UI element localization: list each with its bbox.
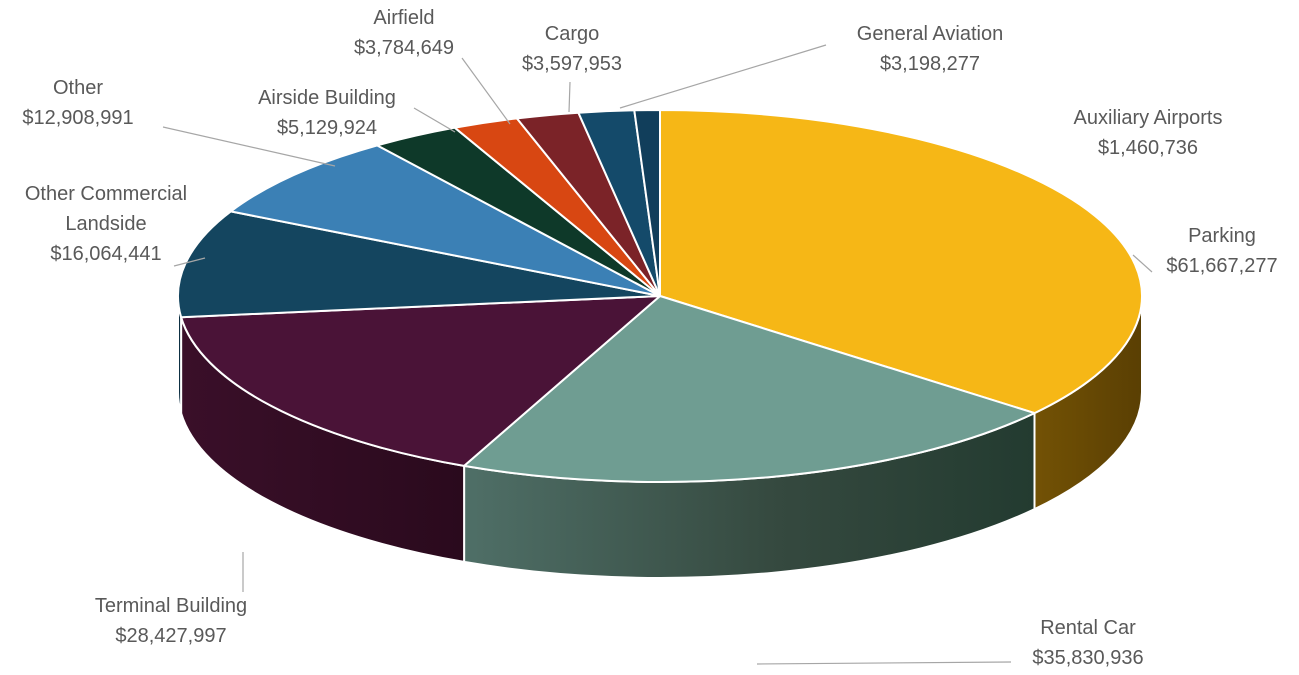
value-label: $61,667,277 xyxy=(1166,255,1277,277)
data-labels: Parking $61,667,277 Rental Car $35,830,936 T… xyxy=(22,7,1277,669)
leader-line-other xyxy=(162,126,336,167)
value-label: $3,198,277 xyxy=(880,53,980,75)
slice-terminal-building xyxy=(180,295,661,467)
category-label: General Aviation xyxy=(857,23,1003,45)
slice-parking xyxy=(659,109,1144,415)
value-label: $16,064,441 xyxy=(50,243,161,265)
data-label-parking: Parking $61,667,277 xyxy=(1166,225,1277,277)
pie-tops xyxy=(176,109,1144,483)
leader-line-airfield xyxy=(461,57,511,125)
leader-line-parking xyxy=(1132,254,1153,273)
category-label: Other Commercial xyxy=(25,183,187,205)
leader-line-other-commercial-landside xyxy=(173,257,206,267)
data-label-terminal-building: Terminal Building $28,427,997 xyxy=(95,595,247,647)
slice-other xyxy=(229,144,661,297)
category-label: Airfield xyxy=(373,7,434,29)
category-label: Other xyxy=(53,77,103,99)
leader-line-airside-building xyxy=(413,107,456,133)
leader-line-general-aviation xyxy=(619,44,827,109)
value-label: $3,784,649 xyxy=(354,37,454,59)
value-label: $12,908,991 xyxy=(22,107,133,129)
category-label: Cargo xyxy=(545,23,599,45)
label-leaders xyxy=(162,44,1153,665)
category-label: Parking xyxy=(1188,225,1256,247)
category-label: Airside Building xyxy=(258,87,396,109)
data-label-rental-car: Rental Car $35,830,936 xyxy=(1032,617,1143,669)
leader-line-cargo xyxy=(568,81,571,113)
category-label: Terminal Building xyxy=(95,595,247,617)
slice-auxiliary-airports xyxy=(633,109,661,297)
data-label-airfield: Airfield $3,784,649 xyxy=(354,7,454,59)
data-label-auxiliary-airports: Auxiliary Airports $1,460,736 xyxy=(1074,107,1223,159)
value-label: $1,460,736 xyxy=(1098,137,1198,159)
data-label-other: Other $12,908,991 xyxy=(22,77,133,129)
value-label: $28,427,997 xyxy=(115,625,226,647)
data-label-general-aviation: General Aviation $3,198,277 xyxy=(857,23,1003,75)
leader-line-rental-car xyxy=(756,661,1012,665)
data-label-airside-building: Airside Building $5,129,924 xyxy=(258,87,396,139)
data-label-cargo: Cargo $3,597,953 xyxy=(522,23,622,75)
category-label: Landside xyxy=(65,213,146,235)
data-label-other-commercial-landside: Other Commercial Landside $16,064,441 xyxy=(25,183,187,265)
value-label: $35,830,936 xyxy=(1032,647,1143,669)
category-label: Auxiliary Airports xyxy=(1074,107,1223,129)
value-label: $3,597,953 xyxy=(522,53,622,75)
value-label: $5,129,924 xyxy=(277,117,377,139)
category-label: Rental Car xyxy=(1040,617,1136,639)
